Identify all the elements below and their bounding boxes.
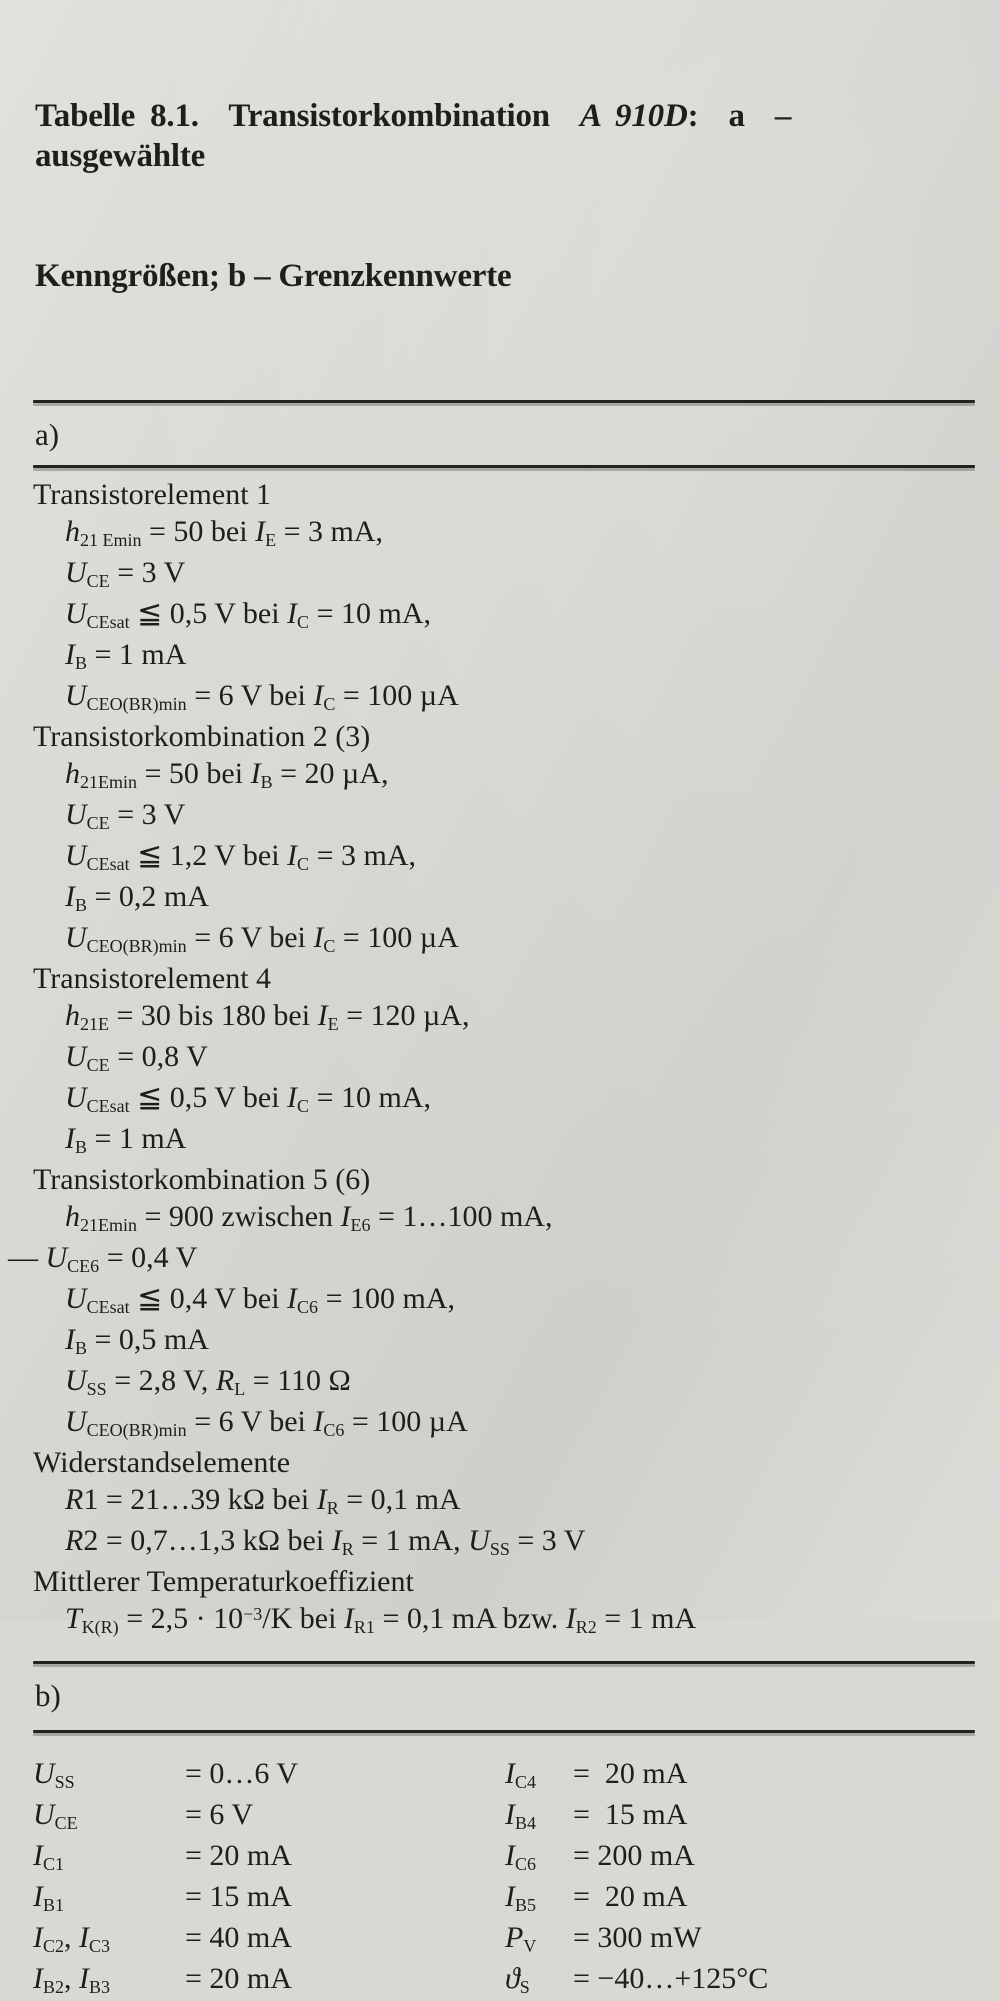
caption-line-2: Kenngrößen; b – Grenzkennwerte <box>35 258 512 294</box>
quantity-value: = 20 mA <box>573 1757 688 1790</box>
text-line: USS = 2,8 V, RL = 110 Ω <box>65 1364 351 1400</box>
quantity-symbol: IC4 <box>505 1757 537 1793</box>
quantity-value: = 15 mA <box>185 1880 292 1913</box>
text-line: UCEO(BR)min = 6 V bei IC = 100 µA <box>65 921 459 957</box>
quantity-value: = 20 mA <box>185 1962 292 1995</box>
section-b-right-column: IC4 = 20 mA IB4 = 15 mA IC6 = 200 mA IB5 = 20 m… <box>505 1755 1000 2001</box>
divider-rule-mid <box>33 1661 975 1664</box>
text-line: UCEsat ≦ 0,5 V bei IC = 10 mA, <box>65 1081 431 1117</box>
text-line: IB = 0,2 mA <box>65 880 209 916</box>
text-line: h21Emin = 50 bei IB = 20 µA, <box>65 757 389 793</box>
quantity-symbol: IC1 <box>33 1839 65 1875</box>
quantity-value: = 0…6 V <box>185 1757 299 1790</box>
section-b-left-column: USS = 0…6 V UCE = 6 V IC1 = 20 mA IB1 = 15 mA IC… <box>33 1755 505 2001</box>
limit-value-row: IC6 = 200 mA <box>505 1837 1000 1878</box>
quantity-value: = 300 mW <box>573 1921 702 1954</box>
quantity-symbol: IB4 <box>505 1798 537 1834</box>
limit-value-row: USS = 0…6 V <box>33 1755 505 1796</box>
text-line: IB = 1 mA <box>65 638 187 674</box>
quantity-symbol: UCE <box>33 1798 78 1834</box>
limit-value-row: UCE = 6 V <box>33 1796 505 1837</box>
text-line: TK(R) = 2,5 · 10−3/K bei IR1 = 0,1 mA bz… <box>65 1602 697 1638</box>
quantity-value: = 15 mA <box>573 1798 688 1831</box>
quantity-value: = 20 mA <box>185 1839 292 1872</box>
limit-value-row: IB4 = 15 mA <box>505 1796 1000 1837</box>
section-a-content: Transistorelement 1 h21 Emin = 50 bei IE … <box>0 476 1000 1641</box>
quantity-symbol: IC6 <box>505 1839 537 1875</box>
limit-value-row: IB1 = 15 mA <box>33 1878 505 1919</box>
quantity-symbol: IB5 <box>505 1880 537 1916</box>
quantity-value: = 40 mA <box>185 1921 292 1954</box>
text-line: Mittlerer Temperaturkoeffizient <box>33 1565 414 1598</box>
quantity-symbol: IB1 <box>33 1880 65 1916</box>
text-line: Widerstandselemente <box>33 1446 291 1479</box>
quantity-value: = 20 mA <box>573 1880 688 1913</box>
section-b-content: USS = 0…6 V UCE = 6 V IC1 = 20 mA IB1 = 15 mA IC… <box>0 1755 1000 2001</box>
text-line: R2 = 0,7…1,3 kΩ bei IR = 1 mA, USS = 3 V <box>65 1524 586 1560</box>
text-line: R1 = 21…39 kΩ bei IR = 0,1 mA <box>65 1483 461 1519</box>
limit-value-row: IC2, IC3 = 40 mA <box>33 1919 505 1960</box>
limit-value-row: PV = 300 mW <box>505 1919 1000 1960</box>
text-line: Transistorkombination 5 (6) <box>33 1163 371 1196</box>
divider-rule-top <box>33 400 975 403</box>
text-line: h21E = 30 bis 180 bei IE = 120 µA, <box>65 999 470 1035</box>
table-caption: Tabelle 8.1. Transistorkombination A 910… <box>0 0 1000 376</box>
divider-rule-b <box>33 1730 975 1733</box>
quantity-value: = 6 V <box>185 1798 254 1831</box>
divider-rule-a <box>33 465 975 468</box>
text-line: Transistorelement 4 <box>33 962 272 995</box>
limit-value-row: IC1 = 20 mA <box>33 1837 505 1878</box>
limit-value-row: ϑS = −40…+125°C <box>505 1960 1000 2001</box>
caption-line-1: Tabelle 8.1. Transistorkombination A 910… <box>35 98 822 174</box>
limit-value-row: IB2, IB3 = 20 mA <box>33 1960 505 2001</box>
text-line: UCE = 3 V <box>65 798 186 834</box>
section-b-label: b) <box>35 1678 61 1713</box>
text-line: Transistorelement 1 <box>33 478 272 511</box>
limit-value-row: IC4 = 20 mA <box>505 1755 1000 1796</box>
text-line: UCEsat ≦ 1,2 V bei IC = 3 mA, <box>65 839 416 875</box>
text-line: Transistorkombination 2 (3) <box>33 720 371 753</box>
quantity-symbol: PV <box>505 1921 537 1957</box>
limit-value-row: IB5 = 20 mA <box>505 1878 1000 1919</box>
text-line: UCEO(BR)min = 6 V bei IC6 = 100 µA <box>65 1405 468 1441</box>
text-line: UCE = 3 V <box>65 556 186 592</box>
text-line: h21 Emin = 50 bei IE = 3 mA, <box>65 515 383 551</box>
text-line: h21Emin = 900 zwischen IE6 = 1…100 mA, <box>65 1200 553 1236</box>
section-a-label: a) <box>35 417 60 452</box>
text-line: UCEO(BR)min = 6 V bei IC = 100 µA <box>65 679 459 715</box>
quantity-symbol: IC2, IC3 <box>33 1921 111 1957</box>
quantity-value: = −40…+125°C <box>573 1962 769 1995</box>
text-line: IB = 1 mA <box>65 1122 187 1158</box>
text-line: IB = 0,5 mA <box>65 1323 209 1359</box>
text-line: UCEsat ≦ 0,4 V bei IC6 = 100 mA, <box>65 1282 455 1318</box>
text-line: UCEsat ≦ 0,5 V bei IC = 10 mA, <box>65 597 431 633</box>
quantity-value: = 200 mA <box>573 1839 695 1872</box>
quantity-symbol: ϑS <box>505 1962 530 1998</box>
text-line: UCE = 0,8 V <box>65 1040 208 1076</box>
quantity-symbol: IB2, IB3 <box>33 1962 111 1998</box>
text-line: — UCE6 = 0,4 V <box>8 1241 198 1277</box>
quantity-symbol: USS <box>33 1757 75 1793</box>
